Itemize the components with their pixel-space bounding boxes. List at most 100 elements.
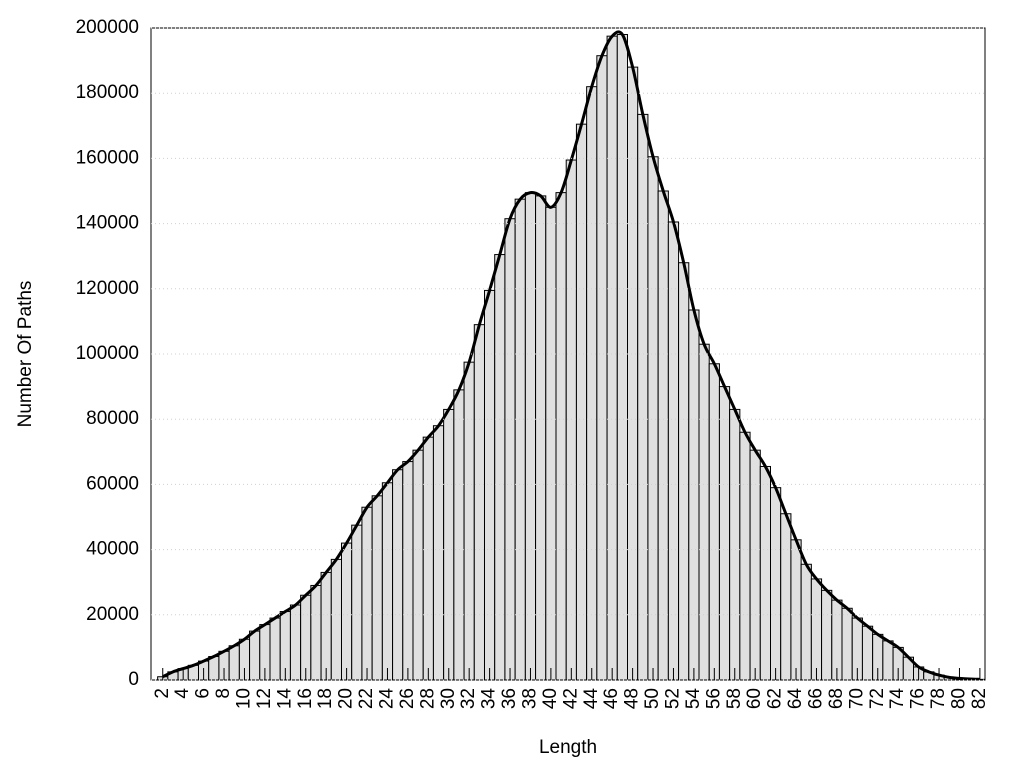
x-axis-label: Length [539,737,597,758]
bar [698,343,710,680]
x-tick-label: 48 [622,688,643,709]
x-tick-label: 60 [744,688,765,709]
x-tick-label: 76 [908,688,929,709]
x-tick-label: 6 [193,688,214,699]
x-tick-label: 22 [356,688,377,709]
x-tick-label: 24 [376,688,397,710]
bar [616,34,628,680]
x-tick-label: 12 [254,688,275,709]
x-tick-label: 34 [479,688,500,710]
bar [289,604,302,680]
x-tick-label: 66 [805,688,826,709]
bar [535,195,547,680]
bar [310,584,322,680]
bar [739,431,751,680]
x-tick-label: 26 [397,688,418,709]
x-tick-label: 62 [765,688,786,709]
bar [494,254,506,680]
bar [769,487,782,680]
bar [718,386,731,680]
bar [586,86,598,680]
x-tick-label: 28 [417,688,438,709]
x-tick-label: 16 [295,688,316,709]
bar [790,539,802,680]
bar [647,156,659,680]
y-tick-label: 180000 [76,82,139,103]
bar [667,221,680,680]
x-tick-label: 40 [540,688,561,709]
bar [882,640,894,680]
bar [320,571,332,680]
y-tick-label: 80000 [86,408,139,429]
bar [463,361,475,680]
bar [514,198,526,680]
x-tick-label: 10 [233,688,254,709]
bar [545,206,557,680]
bar [402,461,414,680]
bar [208,656,220,680]
bar [688,309,700,680]
bar [432,425,445,680]
y-tick-label: 140000 [76,213,139,234]
x-tick-label: 52 [662,688,683,709]
bar [575,123,588,680]
bar [780,513,792,680]
plot-area [157,30,985,680]
bar [381,482,394,680]
y-tick-label: 60000 [86,473,139,494]
bar [800,563,812,680]
x-tick-label: 18 [315,688,336,709]
trend-line [162,30,980,680]
bar [810,578,823,680]
x-tick-label: 50 [642,688,663,709]
x-tick-label: 38 [519,688,540,709]
x-tick-label: 20 [336,688,357,709]
bar [453,389,465,680]
bar [821,589,833,680]
y-axis-label: Number Of Paths [15,281,36,428]
bar [443,408,455,680]
bar [504,218,516,680]
x-tick-label: 74 [887,688,908,710]
bar [249,630,261,680]
bar [637,113,649,680]
bar [300,594,312,680]
x-tick-label: 58 [724,688,745,709]
bar [555,192,567,680]
bar [330,558,342,680]
y-tick-label: 200000 [76,17,139,38]
bar [759,465,771,680]
y-tick-label: 40000 [86,539,139,560]
x-tick-label: 8 [213,688,234,699]
bar [606,35,618,680]
bar [412,449,424,680]
bar [565,159,577,680]
x-tick-label: 54 [683,688,704,710]
bar [392,469,404,680]
y-tick-label: 0 [128,669,139,690]
x-tick-label: 4 [172,688,193,699]
x-tick-label: 44 [581,688,602,710]
bar [861,625,874,680]
x-tick-label: 46 [601,688,622,709]
bar [340,542,353,680]
bar [841,607,853,680]
bar [351,524,363,680]
bar [678,262,690,680]
x-tick-label: 14 [274,688,295,710]
x-tick-label: 72 [867,688,888,709]
y-tick-label: 20000 [86,604,139,625]
x-tick-label: 30 [438,688,459,709]
y-tick-label: 100000 [76,343,139,364]
bar [524,192,537,680]
bar [269,617,281,680]
bar [422,436,434,680]
bar [473,324,485,680]
bar [626,66,639,680]
x-tick-label: 56 [703,688,724,709]
bar [596,55,608,680]
bar [708,363,720,680]
x-tick-label: 78 [928,688,949,709]
bar [371,495,383,680]
